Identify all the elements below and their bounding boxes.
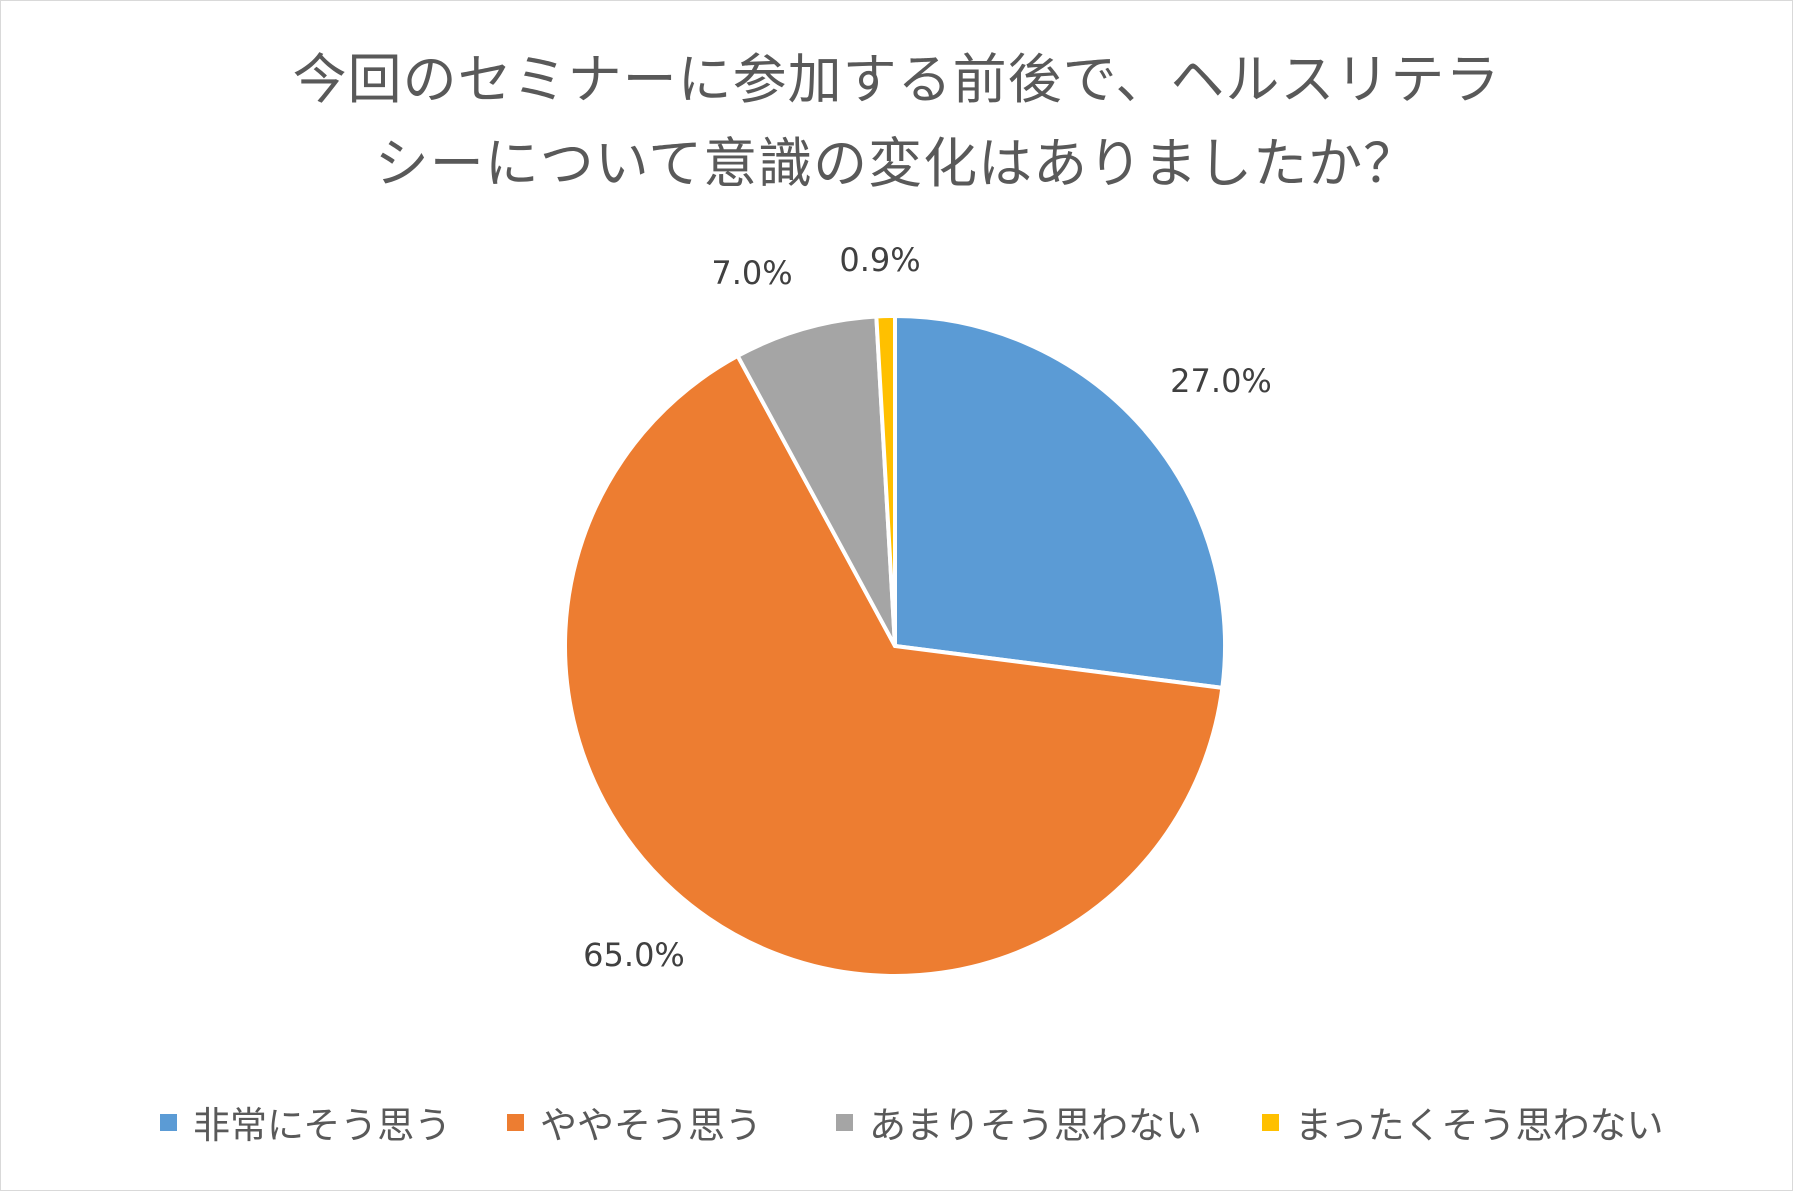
data-label-4: 0.9% [839,241,920,279]
pie-slice-1 [893,314,1227,690]
legend-label-2: ややそう思う [540,1104,762,1147]
legend-item-1: 非常にそう思う [160,1092,451,1152]
chart-title: 今回のセミナーに参加する前後で、ヘルスリテラ シーについて意識の変化はありました… [0,38,1793,206]
pie-slices [563,314,1227,978]
data-label-1: 27.0% [1170,362,1272,400]
chart-title-line-1: 今回のセミナーに参加する前後で、ヘルスリテラ [292,48,1501,111]
legend-label-4: まったくそう思わない [1295,1104,1664,1147]
data-label-3: 7.0% [711,254,792,292]
legend-swatch-2 [507,1113,524,1131]
legend-label-1: 非常にそう思う [193,1104,452,1147]
legend-label-3: あまりそう思わない [869,1104,1202,1147]
data-label-2: 65.0% [583,936,685,974]
pie-slice-3 [735,314,897,648]
pie-slice-4 [874,314,897,648]
legend-item-3: あまりそう思わない [836,1092,1202,1152]
chart-title-line-2: シーについて意識の変化はありましたか？ [374,132,1419,195]
legend-swatch-3 [836,1113,853,1131]
pie-slice-2 [563,353,1225,978]
legend-item-2: ややそう思う [507,1092,762,1152]
legend: 非常にそう思う ややそう思う あまりそう思わない まったくそう思わない [0,1092,1793,1152]
legend-swatch-1 [160,1113,177,1131]
legend-swatch-4 [1262,1113,1279,1131]
legend-item-4: まったくそう思わない [1262,1092,1664,1152]
